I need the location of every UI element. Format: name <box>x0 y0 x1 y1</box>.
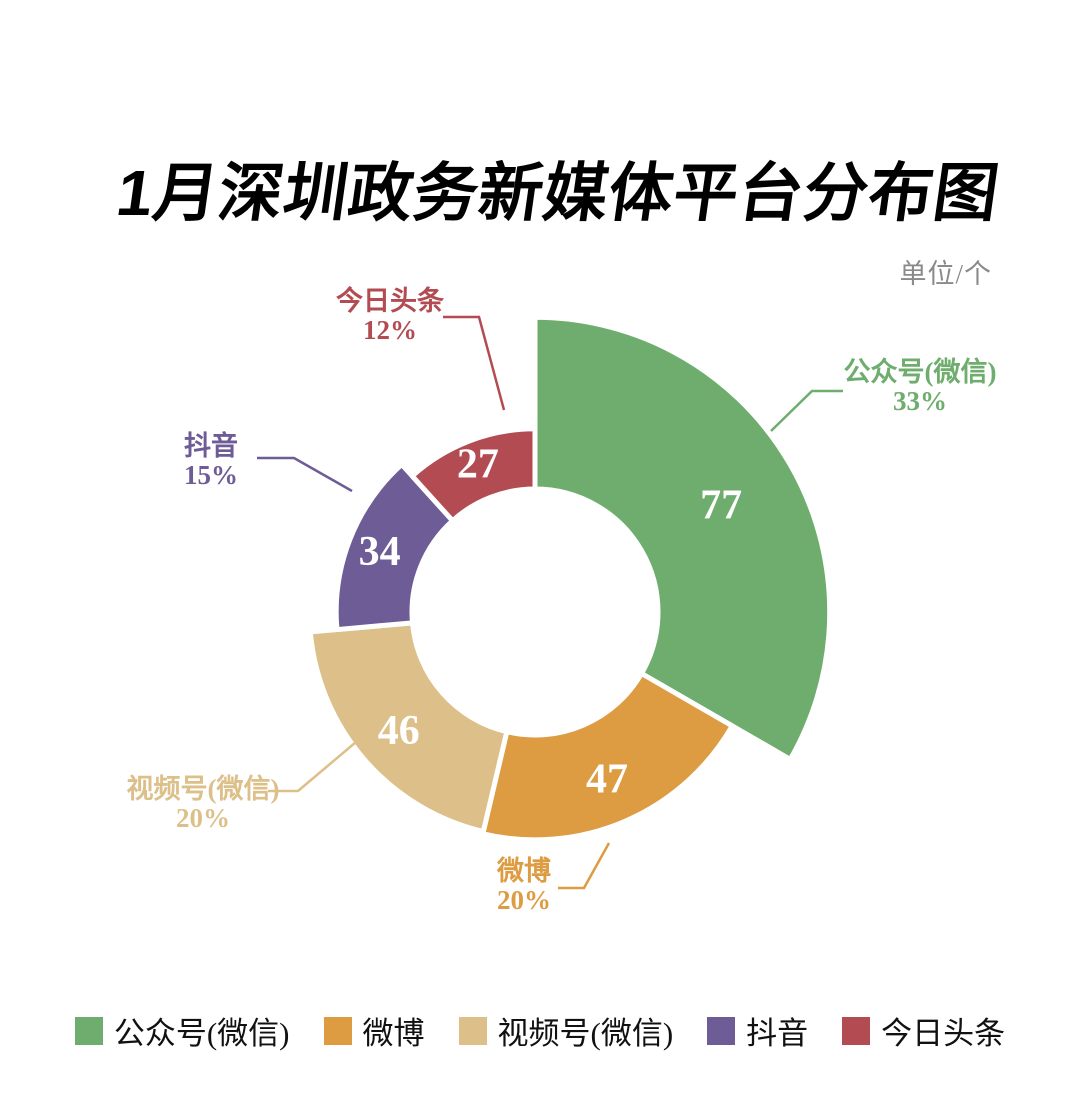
leader-line <box>443 315 506 411</box>
slice-value-label: 77 <box>700 483 742 529</box>
pie-slice-抖音[interactable] <box>333 461 456 633</box>
legend-swatch <box>74 1016 103 1045</box>
slice-percent-label: 12% <box>363 315 417 345</box>
pie-slice-今日头条[interactable] <box>409 426 538 524</box>
legend-label: 抖音 <box>746 1016 809 1051</box>
slice-name-label: 公众号(微信) <box>844 357 997 387</box>
legend-swatch <box>458 1016 487 1045</box>
legend-item-抖音[interactable]: 抖音 <box>707 1008 808 1053</box>
pie-slice-公众号(微信)[interactable] <box>532 314 833 762</box>
legend-item-视频号(微信)[interactable]: 视频号(微信) <box>458 1008 674 1053</box>
pie-slice-微博[interactable] <box>480 671 735 843</box>
slice-value-label: 46 <box>378 708 420 754</box>
legend-swatch <box>842 1016 871 1045</box>
unit-label: 单位/个 <box>899 259 992 289</box>
slice-name-label: 微博 <box>496 855 551 886</box>
legend-swatch <box>323 1016 352 1045</box>
slice-percent-label: 15% <box>184 460 238 490</box>
legend-label: 公众号(微信) <box>113 1016 290 1051</box>
legend-label: 微博 <box>362 1016 425 1051</box>
slice-name-label: 视频号(微信) <box>127 774 280 804</box>
slice-percent-label: 20% <box>497 885 551 915</box>
legend-label: 视频号(微信) <box>497 1016 674 1051</box>
leader-line <box>268 741 357 793</box>
slice-percent-label: 20% <box>176 803 230 833</box>
leader-line <box>257 456 353 493</box>
legend-label: 今日头条 <box>881 1016 1006 1051</box>
slice-percent-label: 33% <box>893 386 947 416</box>
slice-value-label: 34 <box>359 529 401 575</box>
slice-name-label: 抖音 <box>184 430 238 461</box>
chart-legend: 公众号(微信) 微博 视频号(微信) 抖音 今日头条 <box>0 1008 1080 1053</box>
leader-line <box>770 389 843 432</box>
pie-slice-视频号(微信)[interactable] <box>307 620 510 835</box>
legend-item-公众号(微信)[interactable]: 公众号(微信) <box>74 1008 290 1053</box>
slice-name-label: 今日头条 <box>336 285 445 316</box>
slice-value-label: 47 <box>586 757 628 803</box>
legend-item-微博[interactable]: 微博 <box>323 1008 425 1053</box>
legend-swatch <box>707 1016 736 1045</box>
leader-line <box>558 842 611 890</box>
slice-value-label: 27 <box>457 442 499 488</box>
legend-item-今日头条[interactable]: 今日头条 <box>842 1008 1005 1053</box>
